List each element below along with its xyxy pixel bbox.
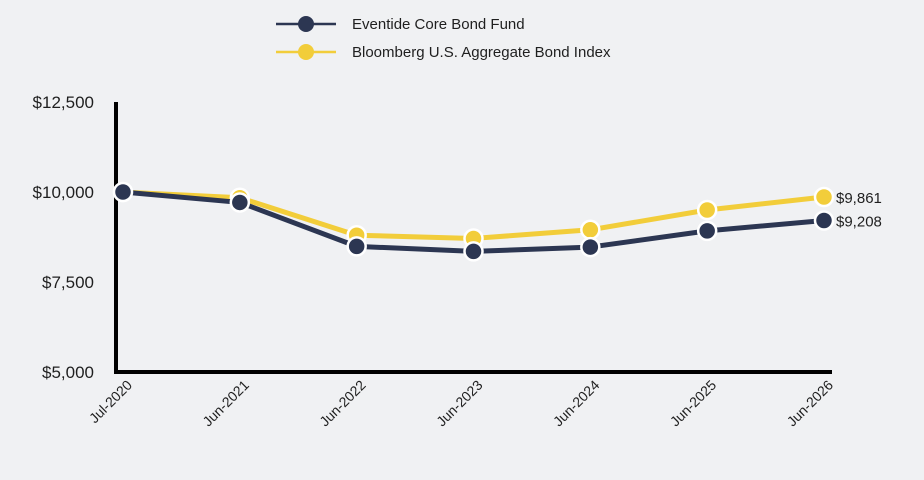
data-point xyxy=(580,236,601,258)
legend-marker xyxy=(298,16,314,32)
data-point xyxy=(229,192,251,213)
x-tick-label: Jun-2024 xyxy=(550,377,603,430)
legend-label: Bloomberg U.S. Aggregate Bond Index xyxy=(352,44,611,61)
y-tick-label: $12,500 xyxy=(33,93,94,112)
series-layer xyxy=(112,181,835,262)
y-tick-label: $7,500 xyxy=(42,273,94,292)
legend: Eventide Core Bond Fund Bloomberg U.S. Ag… xyxy=(276,16,611,61)
end-value-label: $9,861 xyxy=(836,190,882,207)
data-point xyxy=(463,241,484,262)
data-point xyxy=(813,186,835,208)
data-point xyxy=(696,199,718,221)
data-point xyxy=(112,181,134,203)
end-value-label: $9,208 xyxy=(836,214,882,231)
x-tick-label: Jun-2023 xyxy=(433,377,486,430)
legend-label: Eventide Core Bond Fund xyxy=(352,16,525,33)
data-point xyxy=(696,220,718,242)
x-tick-label: Jun-2025 xyxy=(667,377,720,430)
y-tick-label: $10,000 xyxy=(33,183,94,202)
legend-item: Bloomberg U.S. Aggregate Bond Index xyxy=(276,44,611,61)
x-tick-label: Jul-2020 xyxy=(86,377,135,426)
data-point xyxy=(580,219,601,241)
data-point xyxy=(813,210,835,231)
x-tick-label: Jun-2022 xyxy=(316,377,369,430)
labels-layer: $9,861 $9,208 xyxy=(836,190,882,231)
x-tick-label: Jun-2026 xyxy=(784,377,837,430)
y-tick-label: $5,000 xyxy=(42,363,94,382)
x-tick-label: Jun-2021 xyxy=(199,377,252,430)
legend-marker xyxy=(298,44,314,60)
legend-item: Eventide Core Bond Fund xyxy=(276,16,525,33)
data-point xyxy=(346,236,367,257)
series-0 xyxy=(112,181,835,262)
series-1 xyxy=(112,181,835,249)
